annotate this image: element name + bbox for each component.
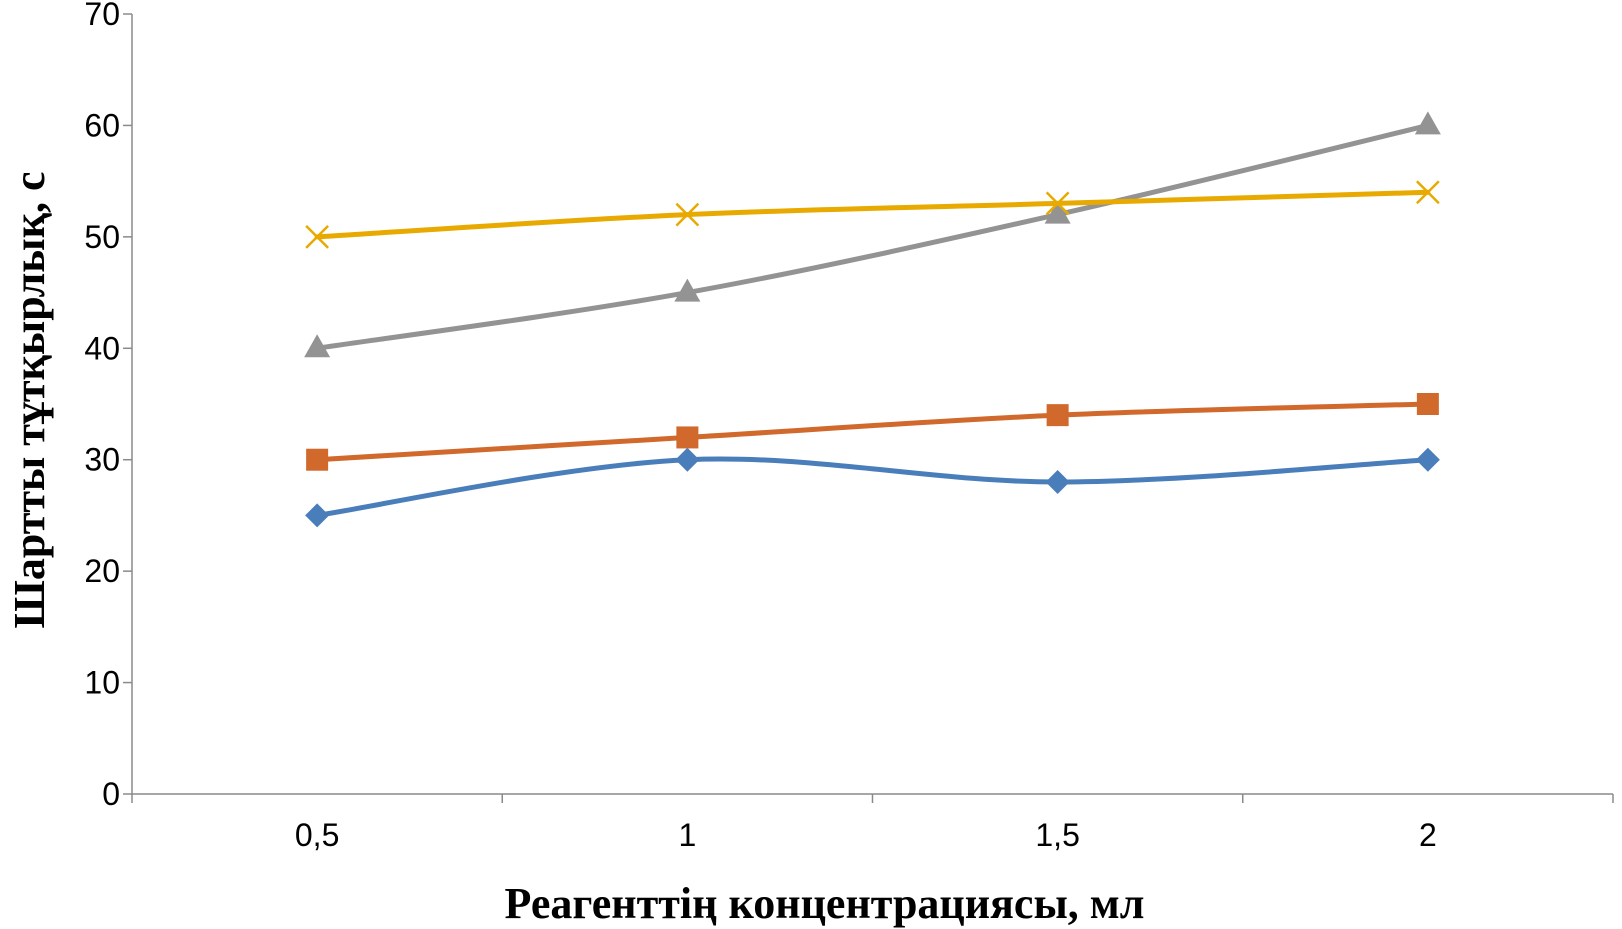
- series-4: [305, 180, 1440, 249]
- y-axis-title: Шартты тұтқырлық, с: [5, 171, 54, 628]
- y-tick-label: 60: [84, 107, 120, 143]
- diamond-marker: [1045, 470, 1070, 494]
- series-line: [314, 122, 1431, 351]
- y-tick-label: 70: [84, 0, 120, 32]
- square-marker: [1046, 404, 1069, 427]
- x-tick-label: 1: [678, 817, 696, 853]
- x-marker: [1415, 180, 1440, 205]
- triangle-marker: [674, 278, 701, 302]
- x-marker-stroke: [675, 202, 700, 227]
- y-tick-label: 20: [84, 553, 120, 589]
- y-tick-label: 0: [102, 776, 120, 812]
- series-line: [314, 189, 1431, 240]
- series-3: [304, 111, 1441, 358]
- x-marker: [675, 202, 700, 227]
- square-marker: [1416, 393, 1439, 415]
- triangle-marker: [1414, 111, 1441, 135]
- diamond-marker: [1415, 447, 1440, 472]
- y-tick-label: 40: [84, 330, 120, 366]
- series-line: [314, 401, 1431, 463]
- series-line: [314, 456, 1431, 518]
- series-2: [306, 393, 1439, 471]
- triangle-marker: [1044, 200, 1071, 224]
- square-marker: [676, 426, 699, 449]
- series-1: [305, 447, 1440, 528]
- x-tick-label: 2: [1419, 817, 1437, 853]
- x-axis-title: Реагенттің концентрациясы, мл: [505, 879, 1145, 928]
- y-tick-label: 10: [84, 665, 120, 701]
- x-marker: [305, 224, 330, 249]
- series-layer: [304, 111, 1441, 528]
- x-marker-stroke: [305, 224, 330, 249]
- x-tick-label: 0,5: [295, 817, 339, 853]
- y-tick-label: 30: [84, 442, 120, 478]
- axes: 0 10 20 30 40 50 60 70 0,5 1 1,5 2: [84, 0, 1614, 853]
- x-marker: [1045, 191, 1070, 216]
- square-marker: [306, 448, 329, 471]
- diamond-marker: [675, 447, 700, 472]
- x-tick-label: 1,5: [1035, 817, 1079, 853]
- x-marker-stroke: [1415, 180, 1440, 205]
- x-marker-stroke: [1045, 191, 1070, 216]
- triangle-marker: [304, 334, 331, 358]
- diamond-marker: [305, 503, 330, 528]
- y-tick-label: 50: [84, 219, 120, 255]
